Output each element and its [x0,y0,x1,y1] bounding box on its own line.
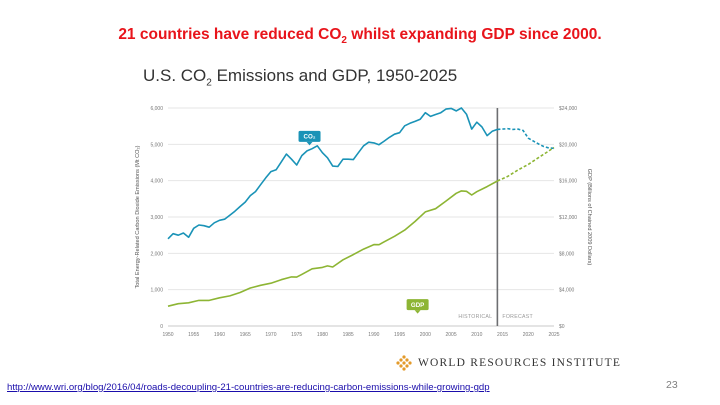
co2-forecast-line [497,127,555,150]
x-tick-label: 1970 [265,332,276,338]
x-tick-label: 2015 [497,332,508,338]
y-left-tick-label: 1,000 [150,288,163,294]
x-tick-label: 1985 [343,332,354,338]
x-tick-label: 1955 [188,332,199,338]
gdp-callout-box [406,299,429,311]
y-left-tick-label: 2,000 [150,251,163,257]
co2-callout-pointer [306,141,313,146]
gdp-callout-label: GDP [411,302,424,309]
y-left-tick-label: 4,000 [150,179,163,185]
x-tick-label: 2010 [471,332,482,338]
x-tick-label: 1995 [394,332,405,338]
source-link[interactable]: http://www.wri.org/blog/2016/04/roads-de… [7,382,490,393]
y-right-tick-label: $12,000 [559,215,577,221]
x-tick-label: 1950 [162,332,173,338]
gdp-forecast-line [497,146,555,182]
x-tick-label: 2025 [548,332,559,338]
forecast-label: FORECAST [502,314,533,320]
x-tick-label: 1980 [317,332,328,338]
co2-historical-line [167,107,498,240]
y-left-tick-label: 5,000 [150,142,163,148]
wri-logo-mark-icon [396,355,412,371]
y-right-tick-label: $16,000 [559,179,577,185]
x-tick-label: 2020 [523,332,534,338]
y-right-tick-label: $24,000 [559,106,577,112]
slide-headline: 21 countries have reduced CO2 whilst exp… [118,26,602,47]
y-left-tick-label: 6,000 [150,106,163,112]
y-right-tick-label: $0 [559,324,565,330]
y-left-tick-label: 0 [160,324,163,330]
x-tick-label: 2000 [420,332,431,338]
y-right-axis-title: GDP (Billions of Chained 2009 Dollars) [586,169,592,266]
co2-callout-label: CO₂ [304,134,316,141]
historical-label: HISTORICAL [458,314,492,320]
wri-logo: WORLD RESOURCES INSTITUTE [396,354,621,372]
y-left-axis-title: Total Energy-Related Carbon Dioxide Emis… [135,145,141,288]
chart-title: U.S. CO2 Emissions and GDP, 1950-2025 [143,66,458,89]
x-tick-label: 1965 [240,332,251,338]
gdp-historical-line [167,180,498,307]
x-tick-label: 2005 [446,332,457,338]
co2-callout-box [298,130,321,142]
gdp-callout-pointer [414,310,421,314]
y-left-tick-label: 3,000 [150,215,163,221]
wri-logo-text: WORLD RESOURCES INSTITUTE [418,357,622,369]
x-tick-label: 1975 [291,332,302,338]
y-right-tick-label: $8,000 [559,251,575,257]
slide-number: 23 [666,379,678,391]
y-right-tick-label: $4,000 [559,288,575,294]
x-tick-label: 1990 [368,332,379,338]
y-right-tick-label: $20,000 [559,142,577,148]
x-tick-label: 1960 [214,332,225,338]
